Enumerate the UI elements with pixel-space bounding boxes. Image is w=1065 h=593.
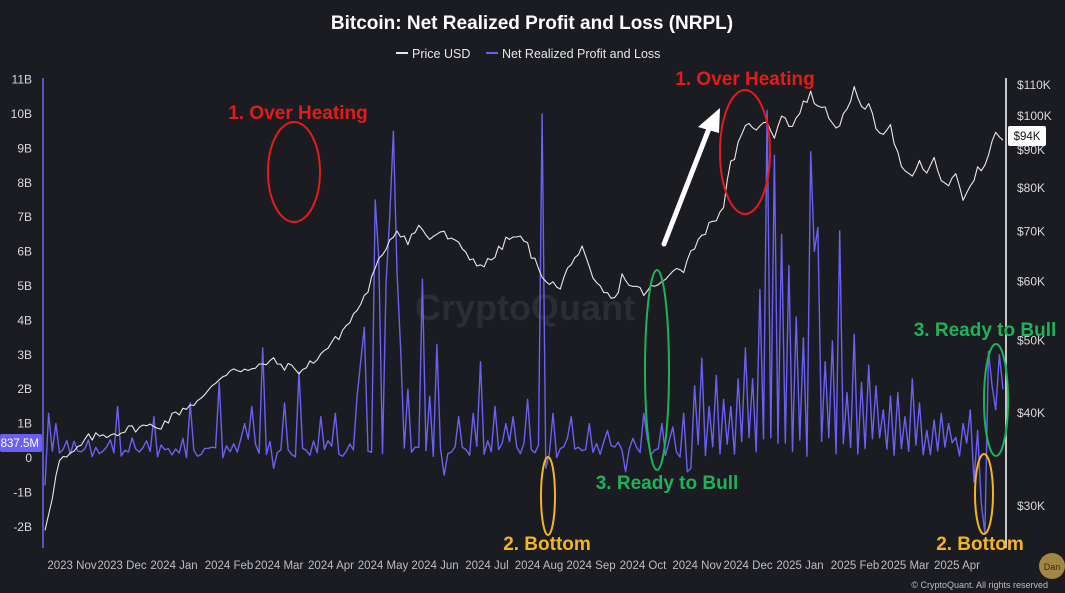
left-tick-label: 0: [25, 451, 32, 465]
left-tick-label: 1B: [17, 417, 32, 431]
uptrend-arrow-shaft: [661, 123, 713, 247]
x-tick-label: 2024 Oct: [620, 560, 667, 572]
price-series-line: [44, 85, 1004, 531]
legend-price-label[interactable]: Price USD: [412, 47, 470, 61]
bottom-circle-2: [974, 453, 994, 535]
overheating-circle-2: [719, 89, 771, 215]
right-tick-label: $60K: [1017, 274, 1045, 288]
x-tick-label: 2025 Apr: [934, 560, 980, 572]
x-tick-label: 2024 Jan: [150, 560, 197, 572]
price-current-value: $94K: [1014, 131, 1041, 143]
chart-title: Bitcoin: Net Realized Profit and Loss (N…: [331, 13, 733, 34]
right-tick-label: $40K: [1017, 406, 1045, 420]
uptrend-arrow-head: [698, 108, 720, 133]
x-tick-label: 2025 Jan: [776, 560, 823, 572]
bottom-label-2: 2. Bottom: [936, 534, 1024, 555]
legend-nrpl-label[interactable]: Net Realized Profit and Loss: [502, 47, 660, 61]
left-tick-label: 3B: [17, 348, 32, 362]
right-tick-label: $70K: [1017, 224, 1045, 238]
right-y-axis: $110K $100K $90K $80K $70K $60K $50K $40K $30K: [1017, 78, 1052, 513]
bottom-circle-1: [540, 456, 556, 536]
price-badge-bg: [1008, 126, 1046, 146]
left-tick-label: 11B: [12, 73, 32, 87]
x-axis: 2023 Nov 2023 Dec 2024 Jan 2024 Feb 2024 Mar…: [47, 560, 980, 572]
right-tick-label: $90K: [1017, 143, 1045, 157]
bottom-label-1: 2. Bottom: [503, 534, 591, 555]
copyright-notice: © CryptoQuant. All rights reserved: [911, 580, 1048, 590]
left-y-axis: 11B 10B 9B 8B 7B 6B 5B 4B 3B 2B 1B 0 -1B -2B: [11, 73, 33, 534]
x-tick-label: 2024 Aug: [515, 560, 564, 572]
bull-label-2: 3. Ready to Bull: [914, 320, 1057, 341]
left-tick-label: 2B: [17, 382, 32, 396]
right-tick-label: $30K: [1017, 499, 1045, 513]
right-tick-label: $50K: [1017, 333, 1045, 347]
left-tick-label: 9B: [17, 141, 32, 155]
left-tick-label: 8B: [17, 176, 32, 190]
annotations: 1. Over Heating 1. Over Heating 2. Botto…: [228, 69, 1056, 555]
x-tick-label: 2023 Dec: [97, 560, 146, 572]
nrpl-current-badge: 837.5M: [0, 434, 42, 452]
left-tick-label: 6B: [17, 245, 32, 259]
bull-label-1: 3. Ready to Bull: [596, 473, 739, 494]
x-tick-label: 2024 Mar: [255, 560, 304, 572]
overheating-label-1: 1. Over Heating: [228, 103, 367, 124]
x-tick-label: 2024 Feb: [205, 560, 254, 572]
right-tick-label: $80K: [1017, 181, 1045, 195]
x-tick-label: 2025 Mar: [881, 560, 930, 572]
bull-circle-1: [644, 269, 670, 471]
nrpl-badge-bg: [0, 434, 42, 452]
x-tick-label: 2024 May: [358, 560, 409, 572]
corner-logo-text: Dan: [1044, 562, 1061, 572]
x-tick-label: 2025 Feb: [831, 560, 880, 572]
right-tick-label: $110K: [1017, 78, 1051, 92]
x-tick-label: 2024 Jul: [465, 560, 508, 572]
x-tick-label: 2024 Sep: [566, 560, 615, 572]
x-tick-label: 2023 Nov: [47, 560, 96, 572]
left-tick-label: 5B: [17, 279, 32, 293]
x-tick-label: 2024 Apr: [308, 560, 354, 572]
nrpl-series-line: [44, 109, 1004, 535]
left-tick-label: -2B: [13, 520, 32, 534]
left-tick-label: 7B: [17, 210, 32, 224]
corner-logo: Dan: [1039, 553, 1065, 579]
x-tick-label: 2024 Jun: [411, 560, 458, 572]
left-tick-label: 10B: [11, 107, 32, 121]
left-tick-label: 4B: [17, 313, 32, 327]
x-tick-label: 2024 Nov: [672, 560, 721, 572]
left-tick-label: -1B: [13, 485, 32, 499]
x-tick-label: 2024 Dec: [723, 560, 772, 572]
right-tick-label: $100K: [1017, 109, 1052, 123]
overheating-circle-1: [267, 121, 321, 223]
nrpl-current-value: 837.5M: [1, 438, 39, 450]
price-current-badge: $94K: [1008, 126, 1046, 146]
bull-circle-2: [983, 343, 1009, 457]
legend[interactable]: Price USD Net Realized Profit and Loss: [396, 47, 660, 61]
overheating-label-2: 1. Over Heating: [675, 69, 814, 90]
watermark: CryptoQuant: [415, 287, 635, 328]
